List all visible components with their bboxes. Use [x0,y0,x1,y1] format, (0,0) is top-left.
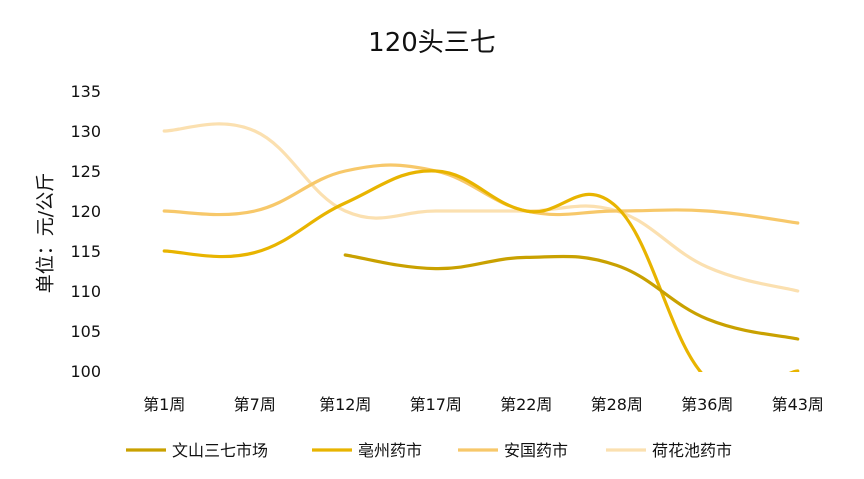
series-line [162,169,800,372]
series-line [343,253,800,341]
y-tick-label: 130 [70,122,101,141]
y-tick-label: 115 [70,242,101,261]
x-tick-label: 第1周 [143,395,185,414]
legend-label: 亳州药市 [358,441,422,460]
chart-title: 120头三七 [368,28,496,58]
x-tick-label: 第17周 [410,395,462,414]
legend: 文山三七市场 亳州药市 安国药市 荷花池药市 [126,441,732,460]
y-tick-label: 135 [70,82,101,101]
y-tick-label: 110 [70,282,101,301]
legend-label: 安国药市 [504,441,568,460]
y-tick-label: 125 [70,162,101,181]
x-tick-label: 第22周 [500,395,552,414]
y-tick-label: 105 [70,322,101,341]
series-line [162,163,800,225]
series-line [162,122,800,293]
y-tick-label: 100 [70,362,101,381]
x-tick-label: 第28周 [591,395,643,414]
series-lines [162,122,800,372]
x-tick-label: 第36周 [681,395,733,414]
x-tick-label: 第43周 [772,395,824,414]
x-axis-ticks: 第1周 第7周 第12周 第17周 第22周 第28周 第36周 第43周 [143,395,824,414]
x-tick-label: 第12周 [319,395,371,414]
y-tick-label: 120 [70,202,101,221]
legend-label: 荷花池药市 [652,441,732,460]
x-tick-label: 第7周 [234,395,276,414]
legend-label: 文山三七市场 [172,441,268,460]
y-axis-ticks: 100 105 110 115 120 125 130 135 [70,82,101,381]
